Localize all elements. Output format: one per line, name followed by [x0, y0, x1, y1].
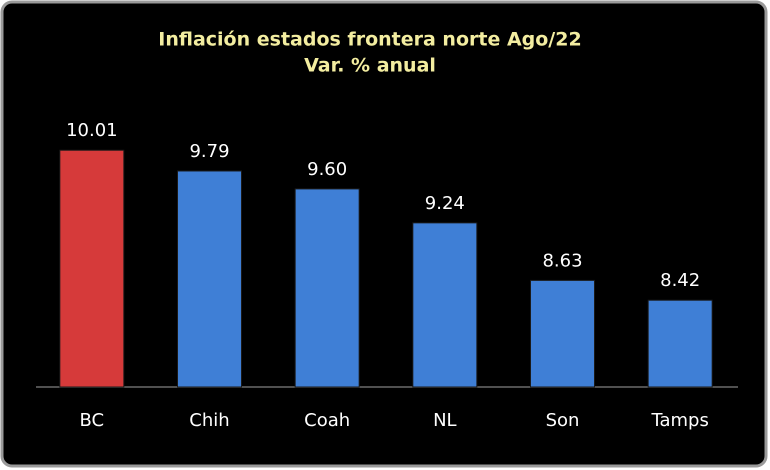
x-tick-label: Chih: [189, 410, 229, 431]
value-label: 8.63: [542, 250, 582, 271]
chart-subtitle: Var. % anual: [304, 55, 436, 77]
bar: [412, 222, 478, 388]
bar: [530, 279, 595, 388]
value-label: 9.60: [307, 159, 347, 180]
value-label: 9.24: [425, 193, 465, 214]
value-label: 9.79: [189, 141, 229, 162]
bar: [177, 170, 242, 388]
x-tick-label: Son: [546, 410, 580, 431]
x-tick-label: Coah: [304, 410, 350, 431]
x-tick-label: Tamps: [650, 410, 708, 431]
chart-title: Inflación estados frontera norte Ago/22: [158, 29, 581, 51]
bar: [59, 149, 125, 388]
value-label: 10.01: [66, 120, 118, 141]
value-label: 8.42: [660, 270, 700, 291]
bar: [294, 188, 360, 388]
bar: [647, 299, 713, 388]
x-tick-label: BC: [80, 410, 105, 431]
x-tick-label: NL: [433, 410, 457, 431]
